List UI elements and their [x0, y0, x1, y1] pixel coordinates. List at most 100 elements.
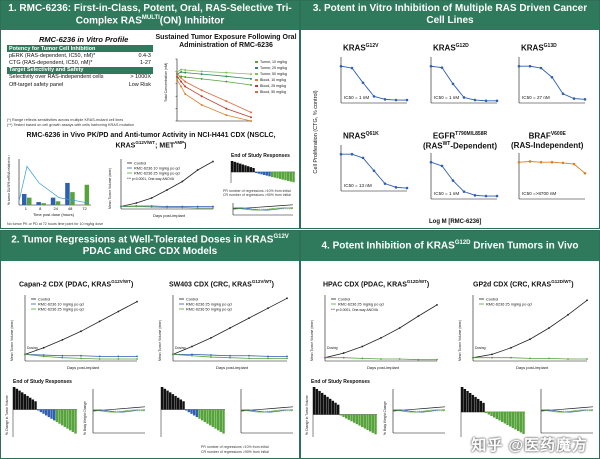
- series-line: [240, 409, 294, 413]
- cell-line-name: KRAS: [433, 43, 456, 53]
- waterfall-bar: [474, 396, 477, 412]
- data-point: [361, 357, 364, 360]
- body-weight-chart: [232, 203, 294, 216]
- panel-1-header: 1. RMC-6236: First-in-Class, Potent, Ora…: [1, 1, 299, 30]
- legend-swatch: [255, 85, 258, 87]
- waterfall-bar: [161, 387, 164, 410]
- data-point: [451, 82, 455, 86]
- table-cell: pERK (RAS-dependent, IC50, nM)*: [9, 52, 96, 59]
- data-point: [380, 358, 382, 360]
- x-tick-label: 72: [82, 206, 87, 211]
- panel-2-title-sup: G12V: [273, 234, 289, 240]
- waterfall-bar: [273, 172, 277, 178]
- data-point: [250, 120, 252, 122]
- waterfall-bar: [233, 161, 237, 172]
- table-footnote: (*) Range reflects sensitivities across …: [7, 118, 124, 122]
- data-point: [225, 107, 228, 110]
- data-point: [200, 77, 203, 80]
- body-weight-chart: % Body Weight Change: [383, 389, 446, 435]
- series-line: [176, 71, 252, 80]
- data-point: [196, 205, 199, 208]
- waterfall-bar: [263, 172, 266, 175]
- waterfall-bar: [209, 409, 212, 426]
- data-point: [495, 99, 499, 103]
- dosing-label: Dosing: [327, 346, 338, 350]
- bar: [36, 202, 41, 205]
- data-point: [548, 327, 550, 329]
- waterfall-bar: [26, 395, 29, 410]
- data-point: [417, 315, 420, 318]
- cell-line-title: KRASG13D: [521, 43, 557, 53]
- data-point: [462, 190, 466, 193]
- data-point: [350, 66, 354, 70]
- data-point: [491, 356, 493, 359]
- waterfall-bar: [363, 414, 367, 429]
- series-line: [392, 409, 446, 413]
- bar: [50, 197, 56, 205]
- ic50-xlabel: Log M [RMC-6236]: [429, 219, 482, 225]
- data-point: [61, 354, 64, 357]
- x-axis-label: Days post-implant: [216, 365, 249, 370]
- body-weight-chart: % Body Weight Change: [83, 389, 146, 435]
- panel-4-header: 4. Potent Inhibition of KRASG12D Driven …: [301, 231, 599, 261]
- waterfall-bar: [495, 412, 499, 419]
- panel-1-title: 1. RMC-6236: First-in-Class, Potent, Ora…: [8, 3, 292, 26]
- waterfall-bar: [339, 414, 343, 416]
- data-point: [583, 98, 587, 101]
- waterfall-bar: [501, 412, 504, 422]
- data-point: [136, 358, 138, 360]
- waterfall-bar: [198, 409, 201, 419]
- waterfall-bar: [201, 409, 204, 421]
- waterfall-bar: [29, 397, 32, 410]
- waterfall-bar: [461, 387, 464, 412]
- data-point: [98, 358, 101, 360]
- waterfall-bar: [241, 164, 245, 172]
- table-cell: 0.4-3: [138, 52, 151, 59]
- series-line: [176, 73, 252, 113]
- data-point: [136, 300, 138, 303]
- ic50-label: IC50 = 1 nM: [434, 95, 459, 100]
- data-point: [225, 114, 228, 117]
- data-point: [191, 354, 193, 357]
- data-point: [572, 97, 576, 100]
- data-point: [405, 186, 409, 190]
- data-point: [372, 169, 376, 173]
- data-point: [350, 152, 354, 156]
- legend-swatch: [255, 91, 258, 93]
- series-line: [176, 69, 252, 75]
- data-point: [372, 95, 376, 98]
- legend-entry: Blood, 25 mg/kg: [260, 84, 286, 88]
- waterfall-bar: [66, 409, 69, 429]
- data-point: [150, 197, 153, 199]
- waterfall-bar: [231, 161, 234, 172]
- data-point: [181, 206, 184, 209]
- data-point: [98, 320, 101, 323]
- waterfall-bar: [37, 409, 40, 411]
- legend-entry: Blood, 50 mg/kg: [260, 90, 286, 94]
- waterfall-bar: [374, 414, 377, 435]
- waterfall-bar: [45, 409, 48, 416]
- panel-2-title-tail: PDAC and CRC CDX Models: [82, 245, 218, 257]
- bar: [27, 197, 32, 205]
- data-point: [191, 353, 193, 356]
- waterfall-bar: [69, 409, 72, 431]
- waterfall-bar: [179, 399, 183, 410]
- data-point: [80, 354, 82, 357]
- data-point: [495, 194, 499, 198]
- data-point: [200, 73, 203, 76]
- exposure-title: Sustained Tumor Exposure Following Oral …: [155, 34, 297, 50]
- waterfall-bar: [190, 409, 193, 414]
- waterfall-chart: % Change in Tumor Volume: [5, 387, 77, 437]
- waterfall-bar: [222, 409, 225, 434]
- series-line: [324, 304, 438, 359]
- table-cell: CTG (RAS-dependent, IC50, nM)*: [9, 59, 93, 66]
- data-point: [586, 358, 588, 360]
- waterfall-bar: [281, 172, 285, 180]
- pr-note: PR number of regressions >10% from initi…: [201, 445, 269, 449]
- pd-note: No tumor PK or PD at 72 hours time point…: [7, 222, 104, 226]
- data-point: [405, 98, 409, 102]
- body-weight-chart: [240, 389, 294, 434]
